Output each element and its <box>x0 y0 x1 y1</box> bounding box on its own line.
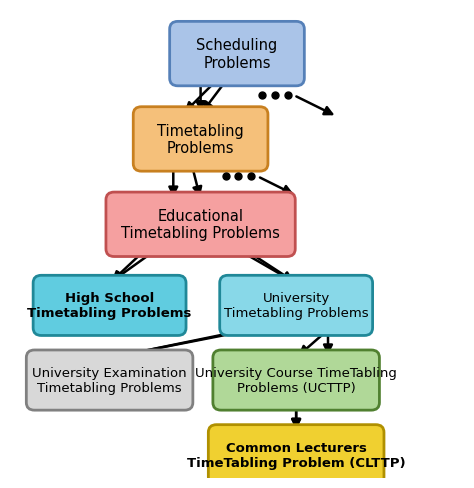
Text: High School
Timetabling Problems: High School Timetabling Problems <box>27 292 192 320</box>
Text: Scheduling
Problems: Scheduling Problems <box>196 39 278 71</box>
FancyBboxPatch shape <box>133 107 268 172</box>
Text: University Examination
Timetabling Problems: University Examination Timetabling Probl… <box>32 366 187 394</box>
Text: University
Timetabling Problems: University Timetabling Problems <box>224 292 368 320</box>
FancyBboxPatch shape <box>213 350 379 410</box>
Text: University Course TimeTabling
Problems (UCTTP): University Course TimeTabling Problems (… <box>195 366 397 394</box>
FancyBboxPatch shape <box>106 193 295 257</box>
FancyBboxPatch shape <box>220 276 373 336</box>
FancyBboxPatch shape <box>209 425 384 485</box>
Text: Educational
Timetabling Problems: Educational Timetabling Problems <box>121 209 280 241</box>
Text: Timetabling
Problems: Timetabling Problems <box>157 123 244 156</box>
Text: Common Lecturers
TimeTabling Problem (CLTTP): Common Lecturers TimeTabling Problem (CL… <box>187 441 405 469</box>
FancyBboxPatch shape <box>27 350 193 410</box>
FancyBboxPatch shape <box>33 276 186 336</box>
FancyBboxPatch shape <box>170 22 304 87</box>
